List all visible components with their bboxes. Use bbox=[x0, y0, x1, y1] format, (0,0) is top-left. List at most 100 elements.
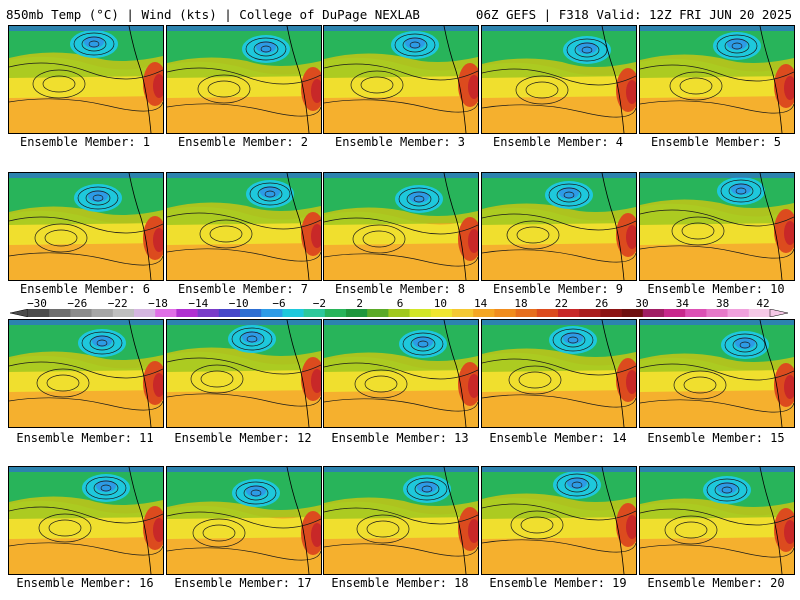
temperature-map bbox=[167, 467, 321, 574]
ensemble-member-panel bbox=[166, 466, 322, 575]
ensemble-member-label: Ensemble Member: 20 bbox=[647, 576, 785, 590]
temperature-map bbox=[640, 173, 794, 280]
ensemble-member-panel bbox=[481, 25, 637, 134]
colorbar-swatch bbox=[494, 309, 516, 317]
colorbar-tick-label: −2 bbox=[312, 297, 326, 310]
colorbar-tick-label: 14 bbox=[474, 297, 488, 310]
temperature-map bbox=[640, 320, 794, 427]
temperature-map bbox=[640, 467, 794, 574]
ensemble-member-label: Ensemble Member: 10 bbox=[647, 282, 785, 296]
temperature-map bbox=[324, 467, 478, 574]
colorbar-tick-label: 6 bbox=[396, 297, 404, 310]
colorbar-swatch bbox=[664, 309, 686, 317]
ensemble-member-panel bbox=[8, 172, 164, 281]
colorbar-max-arrow bbox=[769, 309, 788, 317]
colorbar-swatch bbox=[28, 309, 50, 317]
colorbar-swatch bbox=[600, 309, 622, 317]
temperature-map bbox=[324, 173, 478, 280]
colorbar-tick-label: 22 bbox=[554, 297, 568, 310]
temperature-map bbox=[9, 26, 163, 133]
colorbar-swatch bbox=[621, 309, 644, 317]
colorbar-tick-label: 30 bbox=[635, 297, 649, 310]
colorbar-tick-label: −10 bbox=[228, 297, 249, 310]
ensemble-member-label: Ensemble Member: 6 bbox=[19, 282, 151, 296]
colorbar-tick-label: 10 bbox=[433, 297, 447, 310]
colorbar-swatch bbox=[515, 309, 538, 317]
colorbar-swatch bbox=[155, 309, 177, 317]
colorbar-swatch bbox=[49, 309, 71, 317]
temperature-map bbox=[167, 26, 321, 133]
ensemble-member-label: Ensemble Member: 12 bbox=[174, 431, 312, 445]
temperature-map bbox=[167, 173, 321, 280]
ensemble-member-panel bbox=[481, 466, 637, 575]
temperature-map bbox=[482, 26, 636, 133]
ensemble-member-label: Ensemble Member: 3 bbox=[334, 135, 466, 149]
ensemble-member-panel bbox=[166, 25, 322, 134]
colorbar-swatch bbox=[452, 309, 474, 317]
ensemble-member-panel bbox=[639, 319, 795, 428]
ensemble-member-label: Ensemble Member: 11 bbox=[16, 431, 154, 445]
ensemble-member-label: Ensemble Member: 14 bbox=[489, 431, 627, 445]
colorbar-swatch bbox=[303, 309, 326, 317]
colorbar-swatch bbox=[240, 309, 262, 317]
ensemble-member-panel bbox=[639, 466, 795, 575]
colorbar-swatch bbox=[176, 309, 198, 317]
colorbar-tick-label: −22 bbox=[107, 297, 128, 310]
colorbar-tick-label: 38 bbox=[716, 297, 730, 310]
ensemble-member-panel bbox=[323, 466, 479, 575]
colorbar-swatch bbox=[727, 309, 750, 317]
colorbar-swatch bbox=[324, 309, 347, 317]
ensemble-member-panel bbox=[166, 319, 322, 428]
ensemble-member-label: Ensemble Member: 19 bbox=[489, 576, 627, 590]
colorbar-tick-label: 26 bbox=[595, 297, 609, 310]
colorbar-swatch bbox=[642, 309, 665, 317]
ensemble-member-label: Ensemble Member: 17 bbox=[174, 576, 312, 590]
colorbar-tick-label: −18 bbox=[148, 297, 168, 310]
colorbar-swatch bbox=[218, 309, 241, 317]
colorbar-swatch bbox=[473, 309, 495, 317]
colorbar-swatch bbox=[134, 309, 156, 317]
temperature-map bbox=[324, 26, 478, 133]
colorbar-swatch bbox=[685, 309, 707, 317]
ensemble-member-panel bbox=[8, 466, 164, 575]
ensemble-member-label: Ensemble Member: 15 bbox=[647, 431, 785, 445]
colorbar-tick-label: −14 bbox=[188, 297, 209, 310]
ensemble-member-panel bbox=[323, 172, 479, 281]
colorbar-swatch bbox=[346, 309, 368, 317]
colorbar-swatch bbox=[367, 309, 389, 317]
temperature-colorbar bbox=[10, 309, 788, 317]
colorbar-swatch bbox=[748, 309, 771, 317]
ensemble-member-label: Ensemble Member: 13 bbox=[331, 431, 469, 445]
colorbar-tick-label: −30 bbox=[27, 297, 47, 310]
temperature-map bbox=[482, 173, 636, 280]
ensemble-member-panel bbox=[639, 172, 795, 281]
colorbar-tick-label: −6 bbox=[272, 297, 286, 310]
colorbar-swatch bbox=[388, 309, 410, 317]
temperature-map bbox=[482, 320, 636, 427]
temperature-map bbox=[324, 320, 478, 427]
colorbar-tick-label: 42 bbox=[756, 297, 770, 310]
colorbar-swatch bbox=[70, 309, 92, 317]
map-title: 850mb Temp (°C) | Wind (kts) | College o… bbox=[6, 7, 420, 22]
temperature-map bbox=[640, 26, 794, 133]
ensemble-member-label: Ensemble Member: 16 bbox=[16, 576, 154, 590]
colorbar-tick-label: 18 bbox=[514, 297, 528, 310]
ensemble-member-panel bbox=[481, 319, 637, 428]
temperature-map bbox=[9, 173, 163, 280]
ensemble-member-panel bbox=[481, 172, 637, 281]
colorbar-swatch bbox=[91, 309, 114, 317]
temperature-map bbox=[9, 320, 163, 427]
ensemble-member-label: Ensemble Member: 1 bbox=[19, 135, 151, 149]
temperature-map bbox=[482, 467, 636, 574]
ensemble-member-panel bbox=[639, 25, 795, 134]
colorbar-swatch bbox=[430, 309, 453, 317]
colorbar-swatch bbox=[197, 309, 220, 317]
model-run-info: 06Z GEFS | F318 Valid: 12Z FRI JUN 20 20… bbox=[475, 7, 792, 22]
ensemble-member-label: Ensemble Member: 8 bbox=[334, 282, 466, 296]
colorbar-swatch bbox=[282, 309, 304, 317]
colorbar-swatch bbox=[261, 309, 283, 317]
ensemble-member-label: Ensemble Member: 18 bbox=[331, 576, 469, 590]
colorbar-min-arrow bbox=[10, 309, 29, 317]
ensemble-member-panel bbox=[166, 172, 322, 281]
ensemble-member-panel bbox=[8, 25, 164, 134]
